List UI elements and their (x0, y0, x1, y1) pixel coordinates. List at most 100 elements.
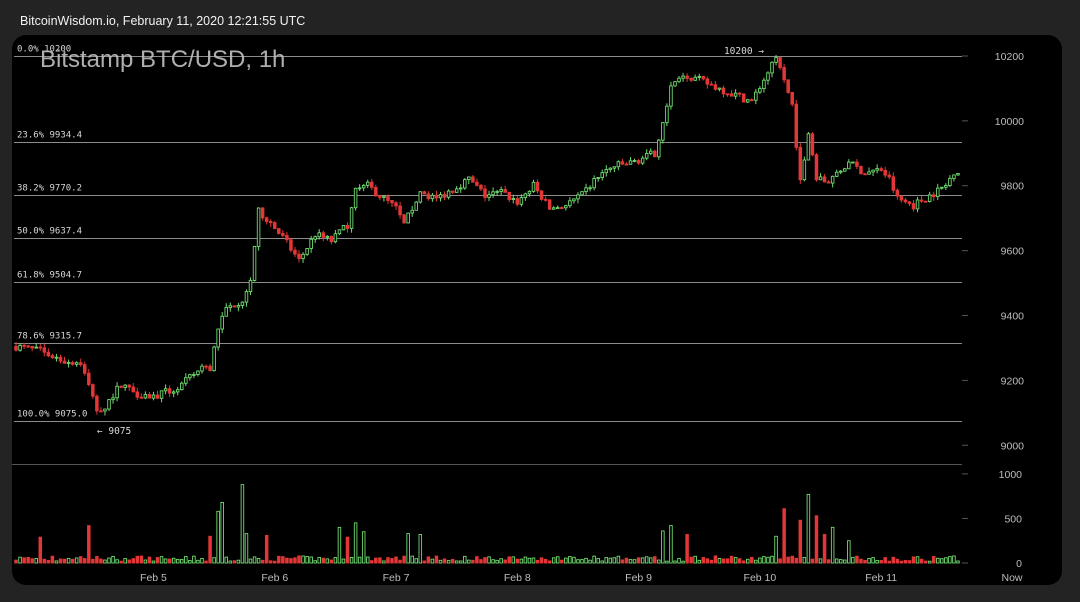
candle-body (721, 87, 726, 95)
volume-bar (333, 557, 338, 564)
candle-body (26, 345, 30, 348)
candle-body (948, 177, 952, 186)
candle-body (547, 199, 552, 210)
volume-bar (600, 560, 604, 564)
candle-body (911, 203, 916, 210)
candle-body (325, 235, 330, 238)
volume-bar (374, 557, 378, 564)
volume-bar (175, 558, 180, 564)
volume-bar (737, 558, 742, 564)
volume-bar (309, 556, 313, 564)
volume-bar (341, 558, 346, 564)
candle-body (830, 175, 835, 184)
candle-body (596, 177, 600, 179)
volume-bar (725, 558, 730, 564)
candle-body (859, 166, 863, 175)
candle-body (507, 191, 511, 200)
volume-bar (155, 557, 160, 564)
candle-body (252, 245, 257, 281)
candle-body (495, 190, 499, 193)
x-tick-label: Feb 5 (140, 572, 167, 584)
candle-body (628, 160, 633, 165)
volume-bar (515, 558, 520, 564)
candle-body (806, 133, 811, 161)
candle-body (620, 161, 625, 165)
volume-bar (167, 558, 172, 564)
volume-bar (34, 558, 38, 564)
volume-bar (438, 559, 443, 564)
candle-body (78, 362, 83, 366)
candle-body (956, 173, 960, 176)
volume-bar (762, 556, 766, 564)
volume-bar (479, 559, 483, 564)
candle-body (66, 362, 71, 364)
volume-bar (948, 556, 952, 564)
candle-body (669, 85, 673, 107)
volume-bar (115, 559, 119, 564)
candle-body (434, 194, 439, 199)
candle-body (855, 161, 859, 167)
candle-body (200, 365, 204, 372)
volume-bar (277, 555, 281, 564)
candle-body (746, 99, 750, 103)
candle-body (446, 190, 451, 198)
volume-bar (834, 558, 839, 564)
candle-body (309, 238, 313, 249)
volume-bar (616, 555, 621, 564)
volume-bar (653, 556, 657, 564)
candle-body (592, 177, 596, 189)
candle-body (22, 344, 26, 347)
volume-bar (119, 560, 123, 564)
volume-bar (539, 557, 544, 564)
volume-bar (576, 559, 580, 564)
candle-body (248, 279, 253, 293)
candle-body (365, 181, 370, 186)
volume-bar (467, 559, 471, 564)
candle-body (180, 382, 184, 391)
volume-bar (180, 559, 184, 564)
candle-body (442, 194, 447, 198)
volume-bar (66, 558, 71, 564)
volume-bar (103, 559, 107, 564)
candle-body (337, 229, 342, 235)
volume-bar (750, 556, 754, 564)
volume-bar (184, 556, 188, 564)
candle-body (430, 194, 435, 200)
volume-bar (50, 555, 55, 564)
candle-body (940, 186, 944, 189)
x-tick-label: Feb 6 (261, 572, 288, 584)
candle-body (293, 249, 297, 255)
candle-body (511, 198, 516, 200)
volume-bar (790, 555, 794, 564)
candle-body (224, 307, 228, 317)
volume-tick-label: 500 (1004, 513, 1022, 525)
price-tick-label: 9000 (1001, 440, 1025, 452)
candle-body (82, 364, 87, 374)
candle-body (572, 198, 576, 202)
candle-body (576, 194, 580, 200)
volume-bar (430, 558, 435, 564)
volume-bar (475, 556, 479, 564)
candle-body (701, 75, 706, 80)
volume-bar (188, 560, 192, 564)
candle-body (927, 194, 932, 203)
volume-bar (677, 557, 681, 564)
volume-bar (78, 556, 83, 564)
candle-body (361, 184, 366, 189)
low-marker: ← 9075 (97, 426, 131, 437)
volume-bar (216, 510, 220, 564)
volume-bar (871, 557, 875, 564)
candle-body (228, 305, 233, 309)
volume-bar (572, 556, 576, 564)
volume-bar (236, 559, 241, 564)
volume-tick-label: 1000 (999, 469, 1023, 481)
candle-body (697, 75, 701, 78)
candle-body (438, 194, 443, 199)
volume-bar (717, 558, 722, 564)
x-tick-label: Feb 9 (625, 572, 652, 584)
candle-body (95, 395, 99, 412)
candle-body (345, 224, 350, 229)
candle-body (782, 67, 786, 81)
candle-body (159, 390, 164, 399)
candle-body (531, 181, 536, 192)
